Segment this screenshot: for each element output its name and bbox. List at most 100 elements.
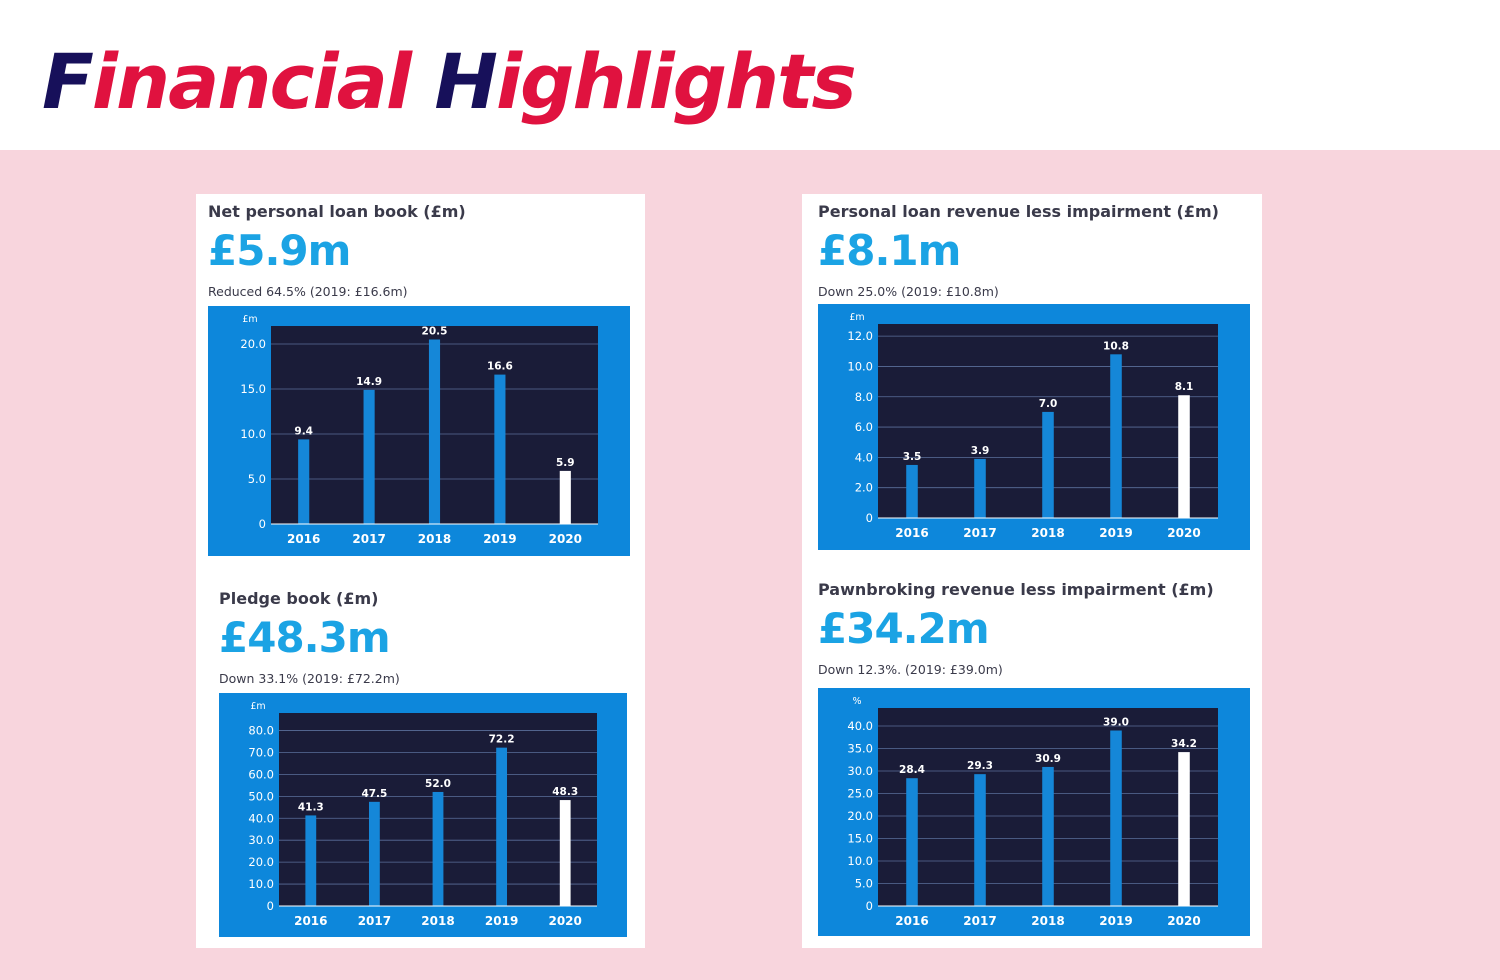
y-axis-unit: % <box>852 696 861 707</box>
bar <box>432 791 444 906</box>
bar-value-label: 72.2 <box>489 734 515 746</box>
bar <box>305 815 317 906</box>
bar-value-label: 41.3 <box>298 801 324 813</box>
bar <box>974 774 986 906</box>
y-tick-label: 12.0 <box>847 329 873 343</box>
y-axis-unit: £m <box>242 314 257 325</box>
y-tick-label: 30.0 <box>248 833 274 847</box>
bar <box>559 800 571 906</box>
x-tick-label: 2019 <box>1099 914 1132 928</box>
bar <box>1110 730 1122 906</box>
left-card: Net personal loan book (£m) £5.9m Reduce… <box>196 194 645 948</box>
x-tick-label: 2017 <box>358 914 391 928</box>
chart-net-personal-loan-book: 0 5.0 10.0 15.0 20.0 £m 9.4 2016 14.9 2017 20.5 201… <box>208 306 630 556</box>
bar <box>368 801 380 906</box>
x-tick-label: 2018 <box>1031 526 1064 540</box>
y-tick-label: 0 <box>259 517 266 531</box>
section-title: Pledge book (£m) <box>219 589 379 608</box>
section-value: £48.3m <box>219 613 391 662</box>
section-note: Reduced 64.5% (2019: £16.6m) <box>208 284 408 299</box>
y-tick-label: 70.0 <box>248 745 274 759</box>
bar-value-label: 10.8 <box>1103 340 1129 352</box>
x-tick-label: 2020 <box>1167 914 1200 928</box>
y-tick-label: 8.0 <box>855 390 873 404</box>
bar <box>974 458 986 518</box>
bar-value-label: 8.1 <box>1175 381 1194 393</box>
y-tick-label: 0 <box>866 511 873 525</box>
bar <box>494 374 506 524</box>
x-tick-label: 2019 <box>485 914 518 928</box>
section-pawnbroking-revenue: Pawnbroking revenue less impairment (£m)… <box>818 580 1250 940</box>
title-word-rest-2: ighlights <box>495 37 857 126</box>
x-tick-label: 2017 <box>963 526 996 540</box>
x-tick-label: 2019 <box>1099 526 1132 540</box>
chart-svg: 0 10.0 20.0 30.0 40.0 50.0 60.0 70.0 80.0 £m 41.3 2… <box>248 701 597 928</box>
bar-value-label: 3.9 <box>971 445 990 457</box>
y-tick-label: 20.0 <box>248 855 274 869</box>
x-tick-label: 2020 <box>1167 526 1200 540</box>
bar <box>906 778 918 906</box>
x-tick-label: 2016 <box>294 914 327 928</box>
y-tick-label: 50.0 <box>248 789 274 803</box>
section-personal-loan-revenue: Personal loan revenue less impairment (£… <box>818 202 1250 552</box>
chart-pledge-book: 0 10.0 20.0 30.0 40.0 50.0 60.0 70.0 80.0 £m 41.3 2… <box>219 693 627 937</box>
y-tick-label: 40.0 <box>847 719 873 733</box>
section-value: £8.1m <box>818 226 961 275</box>
x-tick-label: 2017 <box>352 532 385 546</box>
y-tick-label: 5.0 <box>855 877 873 891</box>
x-tick-label: 2020 <box>549 532 582 546</box>
x-tick-label: 2018 <box>418 532 451 546</box>
page-header: Financial Highlights <box>0 0 1500 150</box>
bar-value-label: 14.9 <box>356 376 382 388</box>
title-initial-h: H <box>434 37 498 126</box>
bar-value-label: 52.0 <box>425 778 451 790</box>
bar <box>1110 354 1122 518</box>
chart-svg: 0 5.0 10.0 15.0 20.0 25.0 30.0 35.0 40.0% 28.4 201… <box>847 696 1218 928</box>
bar-value-label: 39.0 <box>1103 717 1129 729</box>
y-tick-label: 15.0 <box>847 832 873 846</box>
title-word-rest-1: inancial <box>91 37 435 126</box>
x-tick-label: 2017 <box>963 914 996 928</box>
y-tick-label: 80.0 <box>248 724 274 738</box>
bar <box>559 470 571 524</box>
bar-value-label: 48.3 <box>552 786 578 798</box>
y-tick-label: 10.0 <box>847 359 873 373</box>
y-tick-label: 0 <box>866 899 873 913</box>
y-tick-label: 35.0 <box>847 742 873 756</box>
x-tick-label: 2018 <box>1031 914 1064 928</box>
section-note: Down 25.0% (2019: £10.8m) <box>818 284 999 299</box>
x-tick-label: 2016 <box>895 526 928 540</box>
y-tick-label: 10.0 <box>248 877 274 891</box>
chart-svg: 0 2.0 4.0 6.0 8.0 10.0 12.0 £m 3.5 2016 3.9 2017 7.0… <box>847 312 1218 540</box>
section-title: Personal loan revenue less impairment (£… <box>818 202 1219 221</box>
bar-value-label: 20.5 <box>422 326 448 338</box>
x-tick-label: 2019 <box>483 532 516 546</box>
y-tick-label: 5.0 <box>248 472 266 486</box>
section-value: £34.2m <box>818 604 990 653</box>
bar-value-label: 29.3 <box>967 760 993 772</box>
y-tick-label: 2.0 <box>855 481 873 495</box>
y-tick-label: 60.0 <box>248 767 274 781</box>
y-tick-label: 4.0 <box>855 450 873 464</box>
bar <box>1042 411 1054 518</box>
title-initial-f: F <box>42 37 94 126</box>
bar-value-label: 28.4 <box>899 764 925 776</box>
y-axis-unit: £m <box>849 312 864 323</box>
bar <box>1178 395 1190 518</box>
y-tick-label: 30.0 <box>847 764 873 778</box>
y-axis-unit: £m <box>250 701 265 712</box>
bar-value-label: 34.2 <box>1171 738 1197 750</box>
section-note: Down 33.1% (2019: £72.2m) <box>219 671 400 686</box>
bar-value-label: 30.9 <box>1035 753 1061 765</box>
y-tick-label: 10.0 <box>240 427 266 441</box>
x-tick-label: 2018 <box>421 914 454 928</box>
x-tick-label: 2016 <box>287 532 320 546</box>
section-net-personal-loan-book: Net personal loan book (£m) £5.9m Reduce… <box>208 202 630 558</box>
bar <box>363 389 375 524</box>
y-tick-label: 15.0 <box>240 382 266 396</box>
bar <box>1178 752 1190 906</box>
y-tick-label: 20.0 <box>847 809 873 823</box>
bar-value-label: 7.0 <box>1039 398 1058 410</box>
bar <box>496 747 508 906</box>
bar <box>298 439 310 524</box>
